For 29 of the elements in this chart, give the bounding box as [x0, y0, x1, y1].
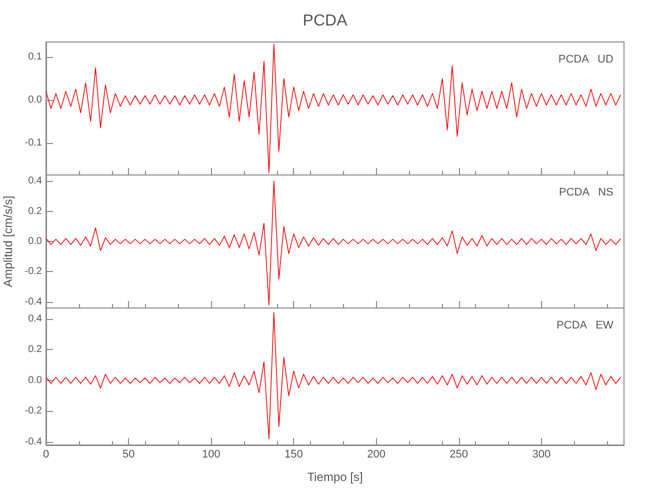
x-tick-label: 0: [42, 448, 50, 460]
y-tick-label: 0.0: [28, 236, 42, 247]
y-tick-label: -0.4: [24, 436, 42, 448]
x-axis-title: Tiempo [s]: [307, 470, 363, 484]
y-tick-label: 0.1: [28, 52, 42, 63]
y-axis-title: Amplitud [cm/s/s]: [0, 196, 15, 288]
y-tick-label: 0.0: [28, 94, 42, 106]
annotation: PCDA EW: [556, 320, 614, 332]
y-tick-label: 0.4: [28, 313, 42, 324]
y-tick-label: 0.2: [28, 344, 42, 356]
annotation: PCDA NS: [558, 186, 614, 198]
y-tick-label: -0.2: [24, 406, 42, 417]
y-tick-label: 0.4: [28, 176, 42, 187]
x-tick-label: 200: [367, 448, 386, 460]
y-tick-label: -0.2: [24, 266, 42, 278]
x-tick-label: 300: [532, 448, 551, 460]
line-series: [46, 180, 622, 306]
line-series: [46, 312, 622, 440]
x-tick-label: 250: [450, 448, 468, 460]
x-tick-label: 100: [202, 448, 220, 460]
y-tick-label: -0.4: [24, 296, 42, 308]
x-tick-label: 150: [284, 448, 303, 460]
x-tick-label: 50: [122, 448, 135, 460]
chart-title: PCDA: [302, 12, 348, 30]
line-series: [46, 44, 622, 174]
y-tick-label: 0.0: [28, 374, 42, 386]
y-tick-label: 0.2: [28, 206, 42, 217]
annotation: PCDA UD: [558, 54, 614, 66]
y-tick-label: -0.1: [24, 137, 42, 148]
